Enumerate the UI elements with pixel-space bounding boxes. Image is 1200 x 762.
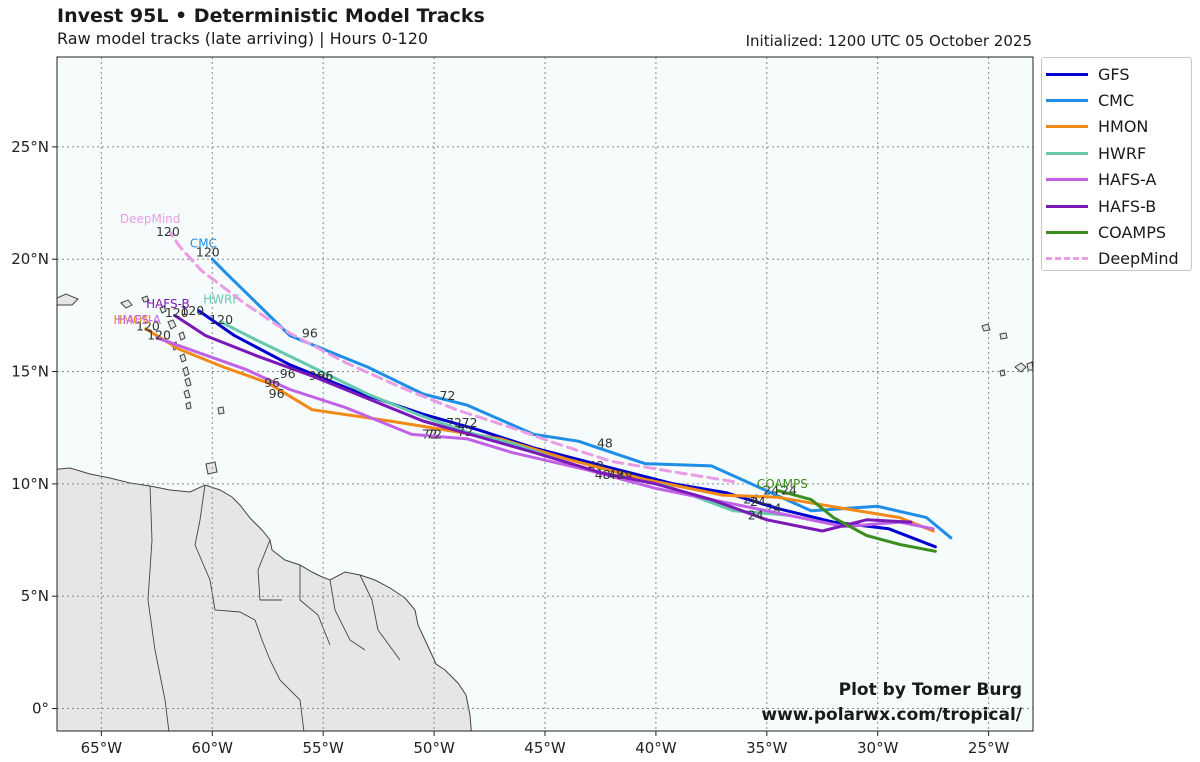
x-tick-label: 65°W <box>81 739 123 757</box>
forecast-hour-label: 24 <box>748 507 764 522</box>
forecast-hour-label: 72 <box>422 426 438 441</box>
legend-swatch <box>1046 125 1088 129</box>
legend-label: CMC <box>1098 91 1135 111</box>
gridlines <box>57 57 1033 731</box>
track-hmon <box>144 327 935 533</box>
track-name-tag: HAFS-B <box>146 297 190 311</box>
legend-swatch <box>1046 231 1088 235</box>
x-axis-ticks: 65°W 60°W 55°W 50°W 45°W 40°W 35°W 30°W 25°W <box>81 731 1010 757</box>
model-tracks: 24487296120487296120CMC247296120HMON2448… <box>114 212 953 553</box>
legend-label: HWRF <box>1098 143 1147 163</box>
country-borders <box>147 484 401 731</box>
x-tick-label: 45°W <box>524 739 566 757</box>
forecast-hour-label: 72 <box>462 415 478 430</box>
x-tick-label: 35°W <box>746 739 788 757</box>
legend-item-hafs-b: HAFS-B <box>1046 193 1191 219</box>
forecast-hour-label: 48 <box>597 435 613 450</box>
x-tick-label: 25°W <box>968 739 1010 757</box>
forecast-hour-label: 120 <box>136 319 160 334</box>
forecast-hour-label: 24 <box>781 483 797 498</box>
legend-label: GFS <box>1098 64 1130 84</box>
legend: GFS CMC HMON HWRF HAFS-A HAFS-B COAMPS DeepMind <box>1041 57 1192 271</box>
track-gfs <box>197 309 937 549</box>
x-tick-label: 55°W <box>302 739 344 757</box>
forecast-hour-label: 96 <box>302 325 318 340</box>
track-name-tag: CMC <box>190 236 217 250</box>
page-title: Invest 95L • Deterministic Model Tracks <box>57 5 485 27</box>
track-name-tag: HMON <box>114 313 152 327</box>
track-coamps <box>776 489 937 553</box>
y-tick-label: 0° <box>32 700 49 718</box>
legend-item-coamps: COAMPS <box>1046 219 1191 245</box>
forecast-hour-label: 120 <box>156 224 180 239</box>
track-hafs-b <box>173 313 913 533</box>
forecast-hour-label: 48 <box>608 467 624 482</box>
x-tick-label: 50°W <box>413 739 455 757</box>
legend-item-hmon: HMON <box>1046 114 1191 140</box>
y-axis-ticks: 0° 5°N 10°N 15°N 20°N 25°N <box>11 138 57 718</box>
y-tick-label: 5°N <box>21 587 49 605</box>
legend-swatch <box>1046 99 1088 103</box>
legend-label: COAMPS <box>1098 223 1167 243</box>
forecast-hour-label: 96 <box>280 366 296 381</box>
track-name-tag: HAFS-A <box>117 313 162 327</box>
track-deepmind <box>168 230 735 484</box>
forecast-hour-label: 120 <box>209 312 233 327</box>
legend-item-cmc: CMC <box>1046 87 1191 113</box>
y-tick-label: 25°N <box>11 138 49 156</box>
credit-line-2: www.polarwx.com/tropical/ <box>761 705 1022 725</box>
forecast-hour-label: 120 <box>165 305 189 320</box>
track-name-tag: HWRF <box>203 293 239 307</box>
y-tick-label: 20°N <box>11 250 49 268</box>
legend-swatch <box>1046 178 1088 182</box>
forecast-hour-label: 24 <box>750 494 766 509</box>
forecast-hour-label: 96 <box>264 375 280 390</box>
track-name-tag: DeepMind <box>120 212 181 226</box>
forecast-hour-label: 72 <box>426 426 442 441</box>
page-subtitle: Raw model tracks (late arriving) | Hours… <box>57 29 429 48</box>
x-tick-label: 30°W <box>857 739 899 757</box>
forecast-hour-label: 120 <box>147 328 171 343</box>
legend-swatch <box>1046 204 1088 208</box>
forecast-hour-label: 120 <box>180 303 204 318</box>
y-tick-label: 15°N <box>11 363 49 381</box>
legend-item-deepmind: DeepMind <box>1046 246 1191 272</box>
track-hafs-a <box>155 336 935 531</box>
legend-swatch <box>1046 257 1088 261</box>
legend-item-hafs-a: HAFS-A <box>1046 167 1191 193</box>
cape-verde-islands <box>981 323 1033 377</box>
legend-label: HMON <box>1098 117 1149 137</box>
legend-swatch <box>1046 151 1088 155</box>
south-america-land <box>57 467 472 731</box>
forecast-hour-label: 96 <box>269 386 285 401</box>
forecast-hour-label: 120 <box>196 244 220 259</box>
legend-label: DeepMind <box>1098 249 1179 269</box>
land-layer <box>57 293 1033 731</box>
legend-swatch <box>1046 72 1088 76</box>
legend-label: HAFS-B <box>1098 196 1157 216</box>
forecast-hour-label: 72 <box>439 388 455 403</box>
y-tick-label: 10°N <box>11 475 49 493</box>
track-name-tag: COAMPS <box>757 477 808 491</box>
initialized-time: Initialized: 1200 UTC 05 October 2025 <box>745 32 1032 50</box>
x-tick-label: 60°W <box>192 739 234 757</box>
legend-label: HAFS-A <box>1098 170 1157 190</box>
credit-line-1: Plot by Tomer Burg <box>838 680 1022 700</box>
forecast-hour-label: 24 <box>763 483 779 498</box>
legend-item-hwrf: HWRF <box>1046 140 1191 166</box>
legend-item-gfs: GFS <box>1046 61 1191 87</box>
x-tick-label: 40°W <box>635 739 677 757</box>
